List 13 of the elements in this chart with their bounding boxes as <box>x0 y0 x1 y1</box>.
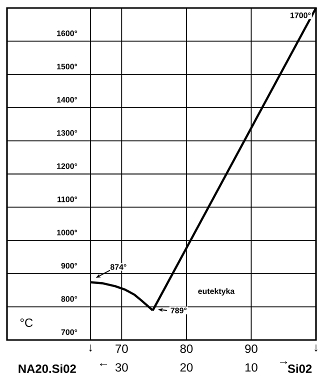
y-axis-title: °C <box>20 318 33 327</box>
x-tick-label: 70 <box>116 344 128 353</box>
text: ← <box>100 363 108 366</box>
x-tick-label: ↓ <box>314 344 318 352</box>
x-tick-label: 90 <box>245 344 258 353</box>
text: Si02 <box>288 364 312 373</box>
text: 30 <box>115 363 128 372</box>
x-tick-label: ↓ <box>89 344 92 352</box>
text: NA20.Si02 <box>18 364 76 373</box>
text: → <box>280 361 288 364</box>
text: 10 <box>245 363 258 372</box>
text: 20 <box>180 363 193 372</box>
x-tick-label: 80 <box>180 344 193 353</box>
